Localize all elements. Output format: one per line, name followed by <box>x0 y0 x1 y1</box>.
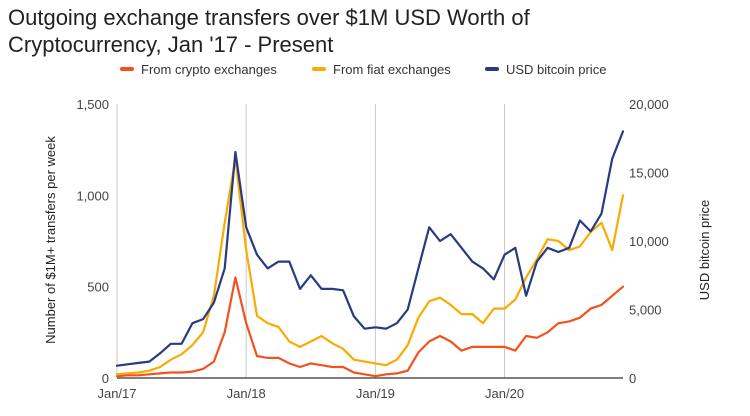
legend-item-from-fiat-exchanges: From fiat exchanges <box>312 62 451 77</box>
y2-tick-label: 0 <box>629 371 636 386</box>
x-tick-label: Jan/20 <box>485 386 524 401</box>
legend-swatch <box>120 67 134 71</box>
y-axis-title: Number of $1M+ transfers per week <box>43 136 58 344</box>
x-tick-label: Jan/18 <box>227 386 266 401</box>
legend-swatch <box>312 67 326 71</box>
y2-tick-label: 5,000 <box>629 303 662 318</box>
y-tick-label: 500 <box>87 280 109 295</box>
y2-tick-label: 20,000 <box>629 97 669 112</box>
legend-label: From fiat exchanges <box>333 62 451 77</box>
series-line-from-fiat-exchanges <box>115 157 625 376</box>
legend-label: From crypto exchanges <box>141 62 277 77</box>
chart-title: Outgoing exchange transfers over $1M USD… <box>8 5 530 57</box>
chart-lines <box>115 130 625 378</box>
legend-item-from-crypto-exchanges: From crypto exchanges <box>120 62 277 77</box>
legend-item-usd-bitcoin-price: USD bitcoin price <box>485 62 606 77</box>
y2-tick-label: 10,000 <box>629 234 669 249</box>
x-tick-label: Jan/19 <box>356 386 395 401</box>
x-tick-label: Jan/17 <box>97 386 136 401</box>
y2-axis-title: USD bitcoin price <box>697 200 712 300</box>
series-line-from-crypto-exchanges <box>115 276 625 378</box>
y-tick-label: 0 <box>102 371 109 386</box>
legend-swatch <box>485 67 499 71</box>
chart-legend: From crypto exchanges From fiat exchanges… <box>120 62 606 77</box>
y-tick-label: 1,500 <box>76 97 109 112</box>
y2-tick-label: 15,000 <box>629 166 669 181</box>
chart-axes: 0 500 1,000 1,500 0 5,000 10,000 15,000 20,000 Ja… <box>76 97 668 401</box>
chart-grid <box>116 104 506 378</box>
series-line-usd-bitcoin-price <box>115 130 625 367</box>
y-tick-label: 1,000 <box>76 188 109 203</box>
legend-label: USD bitcoin price <box>506 62 606 77</box>
